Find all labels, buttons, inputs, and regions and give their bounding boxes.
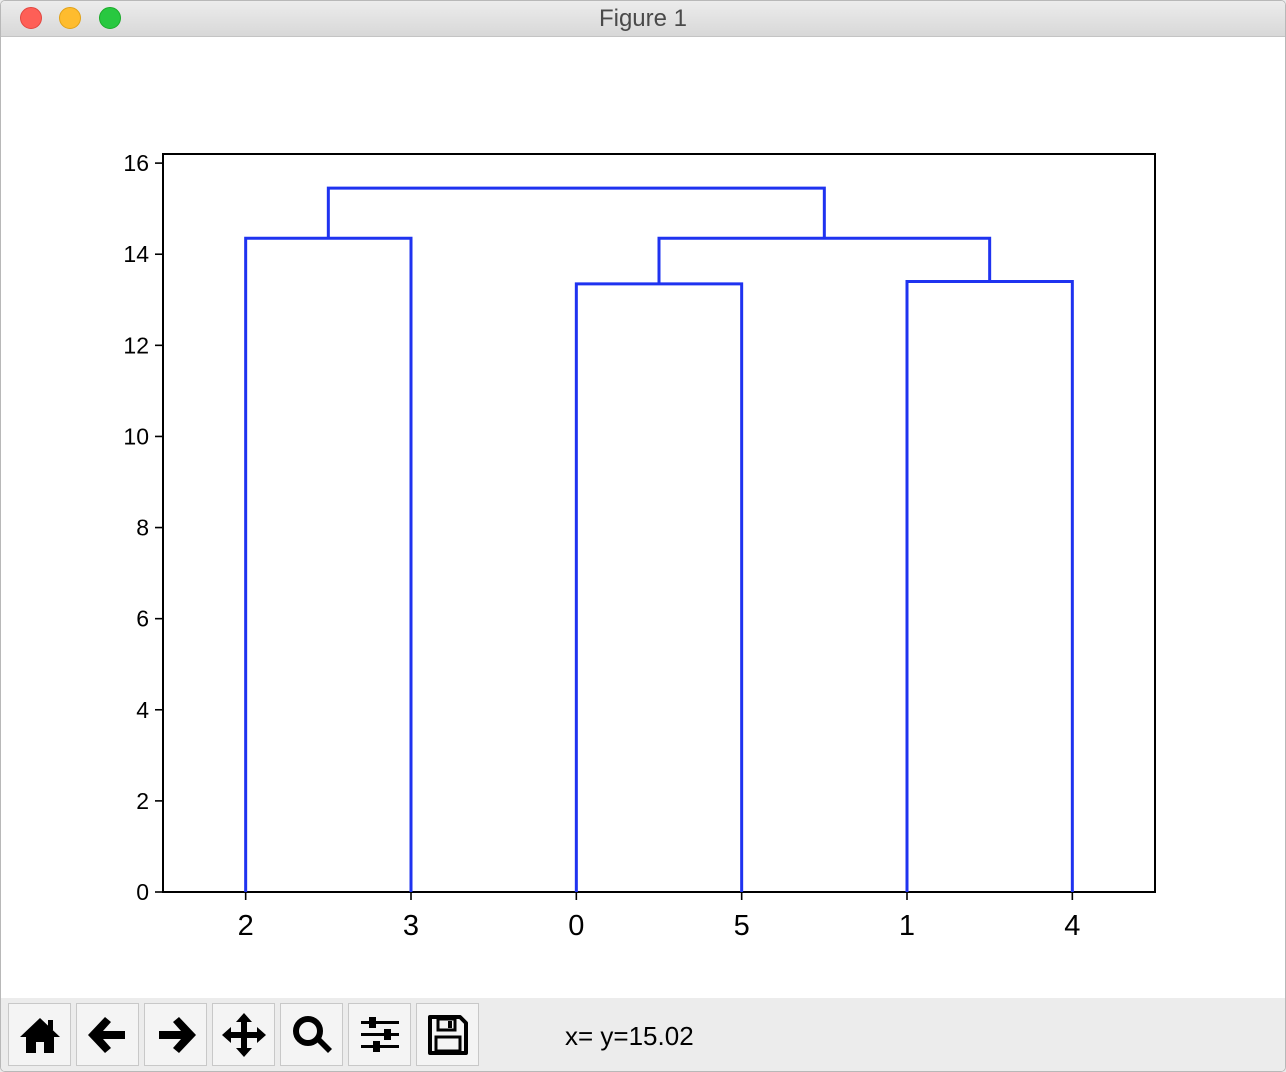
minimize-window-button[interactable] [59,7,81,29]
navigation-toolbar: x= y=15.02 [1,998,1285,1071]
forward-arrow-icon [158,1016,196,1053]
close-window-button[interactable] [20,7,42,29]
dendrogram-link [657,236,992,284]
zoom-magnifier-icon [292,1015,332,1053]
dendrogram-link [326,186,826,239]
dendrogram-link [244,236,413,892]
zoom-button[interactable] [280,1003,343,1066]
zoom-window-button[interactable] [99,7,121,29]
pan-move-icon [221,1012,266,1057]
x-tick-label: 1 [899,910,915,942]
y-tick-label: 16 [123,150,149,176]
dendrogram-link [905,280,1074,892]
x-tick-label: 3 [403,910,419,942]
title-bar[interactable]: Figure 1 [1,1,1285,37]
pan-button[interactable] [212,1003,275,1066]
axes-frame [162,153,1156,893]
save-button[interactable] [416,1003,479,1066]
y-tick-label: 6 [136,606,149,632]
configure-subplots-button[interactable] [348,1003,411,1066]
x-tick-label: 4 [1064,910,1080,942]
dendrogram-link [574,282,744,892]
back-button[interactable] [76,1003,139,1066]
y-tick-label: 2 [136,788,149,814]
home-button[interactable] [8,1003,71,1066]
y-tick-label: 12 [123,332,149,358]
x-tick-label: 5 [734,910,750,942]
configure-subplots-icon [360,1016,399,1052]
home-icon [19,1017,60,1053]
forward-button[interactable] [144,1003,207,1066]
cursor-coordinates: x= y=15.02 [565,1021,694,1051]
x-tick-label: 2 [238,910,254,942]
y-tick-label: 8 [136,515,149,541]
save-disk-icon [427,1014,468,1055]
y-tick-label: 4 [136,697,149,723]
x-tick-label: 0 [568,910,584,942]
window-title: Figure 1 [598,5,688,32]
y-tick-label: 10 [123,423,149,449]
y-tick-label: 0 [136,879,149,905]
y-tick-label: 14 [123,241,149,267]
back-arrow-icon [87,1016,125,1053]
